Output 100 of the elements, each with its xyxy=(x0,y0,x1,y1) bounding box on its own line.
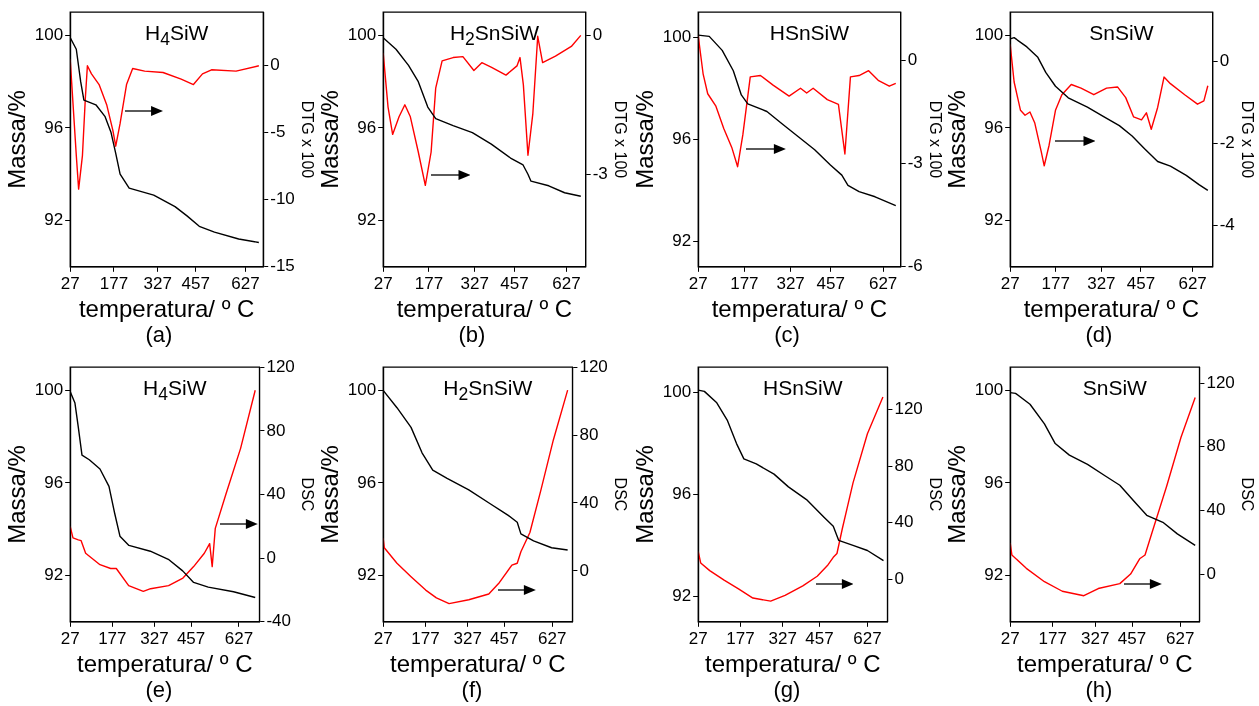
y2-axis-title: DTG x 100 xyxy=(1238,100,1256,179)
chart-title: SnSiW xyxy=(1082,376,1147,400)
x-tick-label: 627 xyxy=(868,273,898,293)
y2-tick-label: 0 xyxy=(270,55,280,75)
y-tick-label: 96 xyxy=(984,472,1004,492)
y-axis-title: Massa/% xyxy=(3,445,31,544)
x-tick-label: 457 xyxy=(1117,628,1147,648)
x-tick-label: 177 xyxy=(99,273,129,293)
y-tick-label: 92 xyxy=(357,210,377,230)
y2-tick-label: 0 xyxy=(894,569,904,589)
y2-tick-label: -6 xyxy=(907,256,923,276)
text: (h) xyxy=(1084,677,1114,703)
y-tick-label: 96 xyxy=(672,484,692,504)
x-tick-label: 457 xyxy=(1126,273,1156,293)
y2-tick-label: 0 xyxy=(579,560,589,580)
x-axis-title: temperatura/ º C xyxy=(396,295,573,323)
x-tick-label: 457 xyxy=(805,628,834,648)
y2-tick-label: 120 xyxy=(894,399,923,419)
text: H$_{2}$SnSiW xyxy=(449,21,539,50)
y-axis-title: Massa/% xyxy=(631,445,659,544)
x-axis-title: temperatura/ º C xyxy=(1017,650,1193,678)
y-tick-label: 100 xyxy=(974,380,1004,400)
y-axis-title: Massa/% xyxy=(316,445,344,544)
y2-tick-label: 40 xyxy=(894,512,914,532)
y-tick-label: 92 xyxy=(984,210,1004,230)
text: (b) xyxy=(457,322,487,348)
y2-tick-label: -2 xyxy=(1219,133,1235,153)
x-tick-label: 627 xyxy=(537,628,567,648)
chart-title: SnSiW xyxy=(1089,21,1154,45)
y-tick-label: 100 xyxy=(347,380,377,400)
y2-tick-label: 40 xyxy=(266,484,286,504)
y2-tick-label: -4 xyxy=(1219,215,1235,235)
x-axis-title: temperatura/ º C xyxy=(77,650,253,678)
x-tick-label: 457 xyxy=(816,273,845,293)
y-tick-label: 100 xyxy=(974,25,1004,45)
y-axis-title: Massa/% xyxy=(631,90,659,189)
x-tick-label: 177 xyxy=(1041,273,1070,293)
x-tick-label: 27 xyxy=(688,273,708,293)
y2-tick-label: 0 xyxy=(907,50,918,70)
y2-axis-title: DTG x 100 xyxy=(611,100,629,179)
x-tick-label: 27 xyxy=(1000,628,1020,648)
x-tick-label: 627 xyxy=(231,273,260,293)
y-tick-label: 92 xyxy=(44,210,64,230)
text: H$_{4}$SiW xyxy=(144,21,209,50)
y-tick-label: 96 xyxy=(672,129,692,149)
x-axis-title: temperatura/ º C xyxy=(78,295,255,323)
y2-tick-label: -3 xyxy=(907,153,923,173)
x-tick-label: 177 xyxy=(411,628,440,648)
y-tick-label: 92 xyxy=(44,565,64,585)
x-tick-label: 327 xyxy=(1080,628,1110,648)
y-axis-title: Massa/% xyxy=(943,445,971,544)
y2-tick-label: -15 xyxy=(270,256,295,276)
x-tick-label: 27 xyxy=(60,273,80,293)
x-axis-title: temperatura/ º C xyxy=(711,295,888,323)
text: H$_{4}$SiW xyxy=(143,376,207,405)
y2-tick-label: -3 xyxy=(592,163,608,183)
y2-tick-label: 120 xyxy=(266,356,295,376)
x-tick-label: 177 xyxy=(414,273,444,293)
y2-tick-label: 0 xyxy=(1219,51,1230,71)
y2-axis-title: DSC xyxy=(926,477,944,512)
y2-tick-label: -10 xyxy=(270,189,295,209)
x-axis-title: temperatura/ º C xyxy=(390,650,566,678)
y2-tick-label: 80 xyxy=(1206,436,1226,456)
x-axis-title: temperatura/ º C xyxy=(705,650,881,678)
x-tick-label: 27 xyxy=(688,628,708,648)
y-axis-title: Massa/% xyxy=(316,90,344,189)
x-tick-label: 27 xyxy=(1000,273,1020,293)
y-tick-label: 100 xyxy=(662,27,692,47)
text: (g) xyxy=(772,677,802,703)
y2-tick-label: -40 xyxy=(266,611,292,631)
x-tick-label: 327 xyxy=(460,273,489,293)
y-tick-label: 96 xyxy=(357,117,377,137)
x-tick-label: 27 xyxy=(60,628,80,648)
text: (c) xyxy=(773,322,801,348)
x-tick-label: 327 xyxy=(140,628,169,648)
x-tick-label: 327 xyxy=(768,628,797,648)
text: (a) xyxy=(144,322,174,348)
x-tick-label: 327 xyxy=(453,628,482,648)
x-tick-label: 627 xyxy=(853,628,882,648)
x-tick-label: 327 xyxy=(1087,273,1116,293)
y2-tick-label: -5 xyxy=(270,122,286,142)
x-tick-label: 627 xyxy=(1178,273,1207,293)
text: (d) xyxy=(1084,322,1114,348)
y2-axis-title: DTG x 100 xyxy=(926,100,944,179)
y2-tick-label: 0 xyxy=(1206,563,1216,583)
chart-title: HSnSiW xyxy=(763,376,843,400)
text: (e) xyxy=(144,677,174,703)
x-tick-label: 327 xyxy=(143,273,172,293)
y-tick-label: 92 xyxy=(672,231,692,251)
x-axis-title: temperatura/ º C xyxy=(1023,295,1200,323)
x-tick-label: 177 xyxy=(1038,628,1067,648)
y-axis-title: Massa/% xyxy=(943,90,971,189)
y-tick-label: 96 xyxy=(44,472,64,492)
x-tick-label: 627 xyxy=(224,628,254,648)
y2-tick-label: 40 xyxy=(579,492,599,512)
y2-axis-title: DTG x 100 xyxy=(298,100,316,179)
x-tick-label: 177 xyxy=(730,273,759,293)
y-tick-label: 96 xyxy=(984,117,1004,137)
y2-axis-title: DSC xyxy=(611,477,629,512)
y-tick-label: 100 xyxy=(34,25,64,45)
